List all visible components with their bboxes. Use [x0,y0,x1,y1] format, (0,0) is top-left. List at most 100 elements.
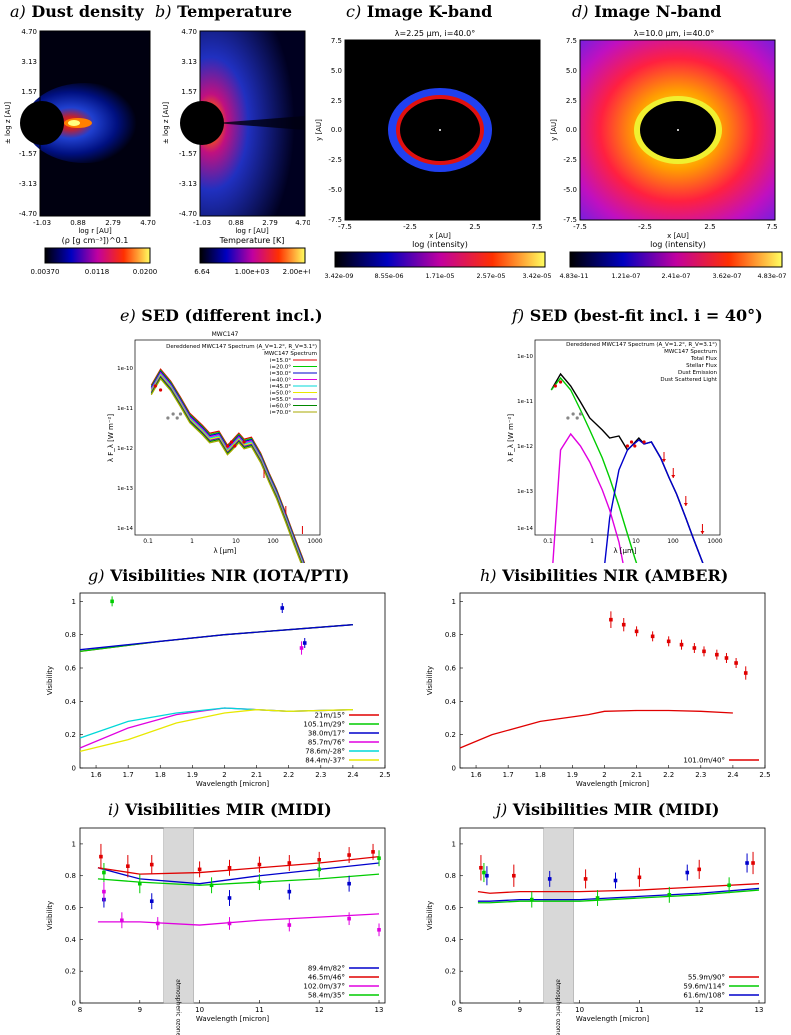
x-tick: 4.70 [140,219,156,227]
data-point [102,889,106,894]
data-point [578,412,583,416]
legend-entry: i=60.0° [270,404,291,410]
colorbar-tick: 6.64 [194,268,210,276]
data-point [347,916,351,921]
x-tick: 7.5 [766,223,777,231]
y-tick: 0.6 [445,904,457,912]
y-tick: -7.5 [328,216,342,224]
legend-entry: Dereddened MWC147 Spectrum (A_V=1.2°, R_… [566,342,717,348]
y-tick: 1e-13 [517,489,533,495]
y-tick: 0.6 [65,665,77,673]
y-tick: 7.5 [566,37,577,45]
plot-area [79,827,386,1004]
x-tick: 2.2 [283,771,294,779]
y-axis-label: λ F_λ [W m⁻²] [507,414,515,462]
panel-b-title: b) Temperature [155,2,293,21]
y-tick: -5.0 [328,186,342,194]
legend-entry: i=55.0° [270,397,291,403]
x-tick: -1.03 [33,219,51,227]
y-tick: 1e-12 [517,444,533,450]
data-point [233,444,237,448]
y-tick: 0.8 [445,631,456,639]
y-tick: 0.4 [445,698,457,706]
y-tick: -3.13 [19,180,37,188]
y-tick: -2.5 [563,156,577,164]
x-tick: 2 [222,771,226,779]
x-tick: 2.1 [251,771,262,779]
data-point [287,889,292,894]
y-tick: 0.00 [181,119,197,127]
legend-entry: 78.6m/-28° [305,748,345,756]
legend-entry: 55.9m/90° [688,974,725,982]
data-point [685,870,690,875]
colorbar-tick: 3.42e-09 [324,272,353,280]
legend-entry: 85.7m/76° [308,739,345,747]
data-point [347,881,351,886]
data-point [715,652,719,657]
x-tick: 2.5 [704,223,715,231]
x-tick: 1.7 [503,771,514,779]
x-tick: 2.3 [695,771,706,779]
x-tick: 100 [267,538,279,545]
y-tick: 0.2 [445,731,456,739]
x-tick: -1.03 [193,219,211,227]
x-tick: 1.9 [187,771,198,779]
y-tick: 0 [72,1000,76,1008]
y-tick: 1.57 [21,88,37,96]
sed-inclinations-chart: MWC147 Dereddened MWC147 Spectrum (A_V=1… [107,331,323,563]
data-point [257,862,262,867]
data-point [225,444,230,448]
x-tick: 1000 [707,538,722,545]
x-axis-label: x [AU] [429,232,451,240]
x-tick: 1.7 [123,771,134,779]
legend-entry: 101.0m/40° [683,757,725,765]
colorbar-label: (ρ [g cm⁻³])^0.1 [62,236,129,245]
colorbar-tick: 8.55e-06 [374,272,403,280]
series-line [477,883,760,894]
data-point [595,896,600,900]
legend-entry: i=50.0° [270,391,291,397]
x-tick: 10 [575,1006,584,1014]
x-axis-label: Wavelength [micron] [196,1015,270,1023]
legend-entry: MWC147 Spectrum [264,351,317,357]
ozone-band [543,827,574,1004]
data-point [227,896,232,900]
colorbar-tick: 1.00e+03 [235,268,270,276]
x-tick: 10 [632,538,640,545]
y-tick: 0 [452,765,456,773]
data-point [667,893,672,897]
data-point [209,883,214,888]
y-tick: 0 [452,1000,456,1008]
plot-area [534,339,721,536]
legend: Dereddened MWC147 Spectrum (A_V=1.2°, R_… [566,342,718,383]
y-tick: -5.0 [563,186,577,194]
y-tick: -1.57 [19,150,37,158]
x-tick: 2.79 [262,219,278,227]
colorbar-tick: 1.71e-05 [425,272,454,280]
y-axis-label: y [AU] [315,119,323,141]
data-point [155,921,160,926]
y-tick: 0 [72,765,76,773]
data-point [299,646,304,650]
colorbar-label: Temperature [K] [219,236,285,245]
y-tick: 1e-11 [517,399,533,405]
data-point [229,440,234,444]
y-tick: 1 [72,840,76,848]
data-point [613,878,618,883]
series-line [97,862,380,885]
panel-d-title: d) Image N-band [572,2,722,21]
y-tick-labels: 4.70 3.13 1.57 0.00 -1.57 -3.13 -4.70 [19,28,37,218]
y-tick: 0.00 [21,119,37,127]
y-tick: 1 [452,840,456,848]
x-tick: 2.1 [631,771,642,779]
y-tick: 5.0 [331,67,342,75]
x-axis-label: x [AU] [667,232,689,240]
y-tick: 5.0 [566,67,577,75]
x-tick: 4.70 [295,219,310,227]
data-point [575,416,579,420]
colorbar-tick: 2.41e-07 [661,272,690,280]
data-point [751,861,755,865]
image-subtitle: λ=2.25 μm, i=40.0° [395,29,476,38]
y-tick: -4.70 [19,210,37,218]
y-tick: -7.5 [563,216,577,224]
